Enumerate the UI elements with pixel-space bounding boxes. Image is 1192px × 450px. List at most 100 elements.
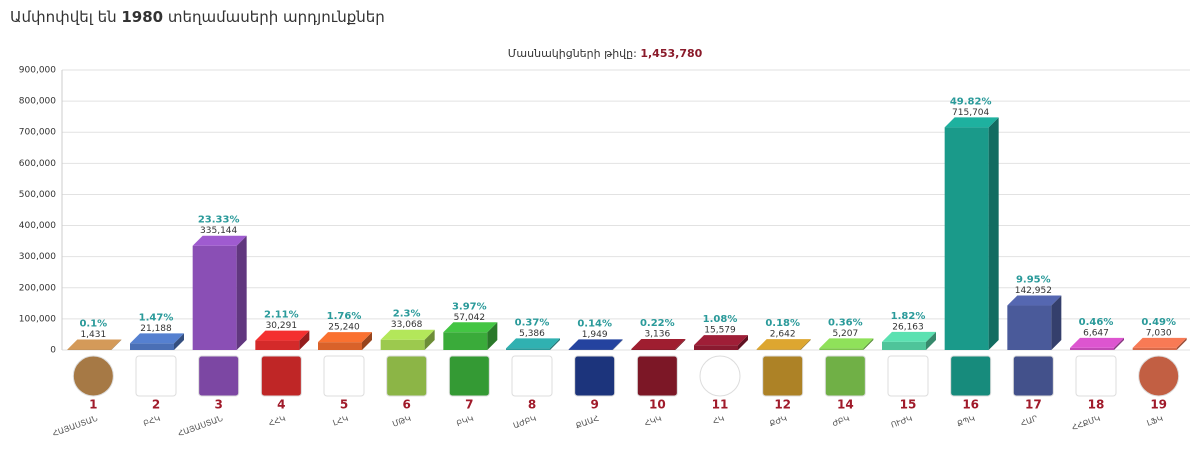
- x-tick-label: 1: [89, 398, 97, 412]
- x-tick-label: 5: [340, 398, 348, 412]
- party-name: ՔՊԿ: [956, 414, 976, 429]
- bar-top: [255, 330, 310, 341]
- value-label: 33,068: [391, 320, 423, 330]
- party-name: ՔԺԿ: [768, 414, 788, 429]
- bar-top: [1007, 295, 1062, 306]
- title-part: տեղամասերի արդյունքներ: [168, 8, 385, 26]
- bar-side: [424, 329, 435, 350]
- bar-top: [380, 329, 435, 340]
- bar-side: [550, 338, 560, 350]
- x-tick-label: 16: [962, 398, 979, 412]
- bar-top: [318, 332, 372, 343]
- value-label: 1,431: [80, 330, 106, 340]
- bar: [819, 348, 864, 350]
- y-tick-label: 300,000: [19, 252, 56, 262]
- party-logo: [824, 355, 866, 397]
- party-logo: [323, 355, 365, 397]
- x-tick-label: 17: [1025, 398, 1042, 412]
- percentage-label: 2.3%: [393, 309, 421, 320]
- party-logo: [511, 355, 553, 397]
- value-label: 335,144: [200, 226, 237, 236]
- bar-top: [694, 335, 748, 346]
- chart-title: Ամփոփվել են 1980 տեղամասերի արդյունքներ: [10, 8, 385, 26]
- bar-side: [299, 330, 310, 350]
- percentage-label: 3.97%: [452, 301, 487, 312]
- y-tick-label: 400,000: [19, 221, 56, 231]
- bar-side: [1051, 295, 1062, 350]
- bar-top: [1132, 337, 1187, 348]
- party-name: ԱԺԲԿ: [512, 414, 538, 431]
- x-tick-label: 8: [528, 398, 536, 412]
- bar-side: [675, 339, 686, 350]
- party-logo: [762, 355, 804, 397]
- y-tick-label: 0: [50, 346, 56, 356]
- bar-top: [631, 339, 686, 350]
- party-name: ՈՒԺԿ: [890, 414, 914, 430]
- party-name: ԺԲԿ: [831, 414, 851, 429]
- bar-top: [130, 333, 184, 344]
- bar-top: [192, 235, 247, 246]
- percentage-label: 0.49%: [1141, 317, 1176, 328]
- bar: [882, 341, 926, 350]
- bar-top: [756, 339, 811, 350]
- bar: [443, 332, 488, 350]
- bar: [631, 349, 676, 350]
- party-logo: [950, 355, 992, 397]
- bar-top: [944, 117, 999, 128]
- value-label: 6,647: [1083, 328, 1109, 338]
- percentage-label: 0.1%: [79, 319, 107, 330]
- bar-side: [362, 332, 372, 350]
- x-tick-label: 19: [1150, 398, 1167, 412]
- percentage-label: 0.18%: [765, 318, 800, 329]
- y-tick-label: 700,000: [19, 128, 56, 138]
- party-logo: [1075, 355, 1117, 397]
- percentage-label: 1.82%: [891, 311, 926, 322]
- bar-top: [506, 338, 560, 349]
- bar-side: [738, 335, 748, 350]
- y-tick-label: 100,000: [19, 314, 56, 324]
- party-logo: [260, 355, 302, 397]
- party-name: ԼՀԿ: [332, 414, 350, 428]
- bar-top: [568, 339, 623, 350]
- x-tick-label: 7: [465, 398, 473, 412]
- party-name: ԲԿԿ: [455, 414, 475, 429]
- subtitle: Մասնակիցների թիվը: 1,453,780: [508, 47, 703, 60]
- value-label: 1,949: [582, 330, 608, 340]
- value-label: 57,042: [454, 313, 486, 323]
- bar-side: [1114, 337, 1124, 350]
- value-label: 7,030: [1146, 328, 1172, 338]
- bar: [318, 342, 362, 350]
- party-name: ՀՀԿ: [268, 414, 287, 428]
- party-name: ՀԱՐ: [1019, 414, 1039, 429]
- bar-side: [612, 339, 623, 350]
- x-tick-label: 11: [712, 398, 729, 412]
- bar: [568, 349, 613, 350]
- bar: [380, 339, 425, 350]
- y-tick-label: 900,000: [19, 66, 56, 76]
- party-name: ՀԱՅԱՍՏԱՆ: [177, 414, 225, 439]
- bar: [694, 345, 738, 350]
- bar-top: [1070, 337, 1124, 348]
- y-tick-label: 200,000: [19, 283, 56, 293]
- bar: [192, 245, 237, 350]
- x-tick-label: 6: [402, 398, 410, 412]
- participants: 1,453,780: [640, 47, 702, 60]
- bar-side: [800, 339, 811, 350]
- percentage-label: 49.82%: [950, 96, 992, 107]
- bar-side: [174, 333, 184, 350]
- bar-top: [443, 322, 498, 333]
- value-label: 5,386: [519, 329, 545, 339]
- bar-side: [1176, 337, 1187, 350]
- percentage-label: 1.47%: [139, 312, 174, 323]
- x-tick-label: 3: [214, 398, 222, 412]
- value-label: 21,188: [140, 324, 172, 334]
- bar: [1070, 347, 1114, 350]
- bar: [1007, 305, 1052, 350]
- party-name: ԲՀԿ: [142, 414, 162, 428]
- party-logo: [448, 355, 490, 397]
- percentage-label: 2.11%: [264, 310, 299, 321]
- value-label: 3,136: [644, 330, 670, 340]
- party-logo: [135, 355, 177, 397]
